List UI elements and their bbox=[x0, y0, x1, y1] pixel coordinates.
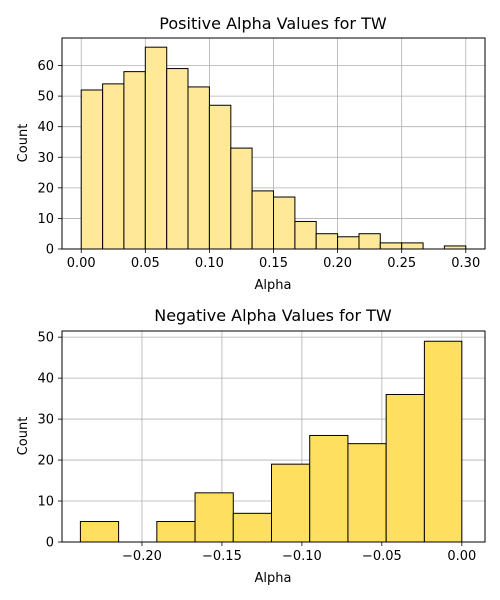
positive-alpha-histogram: Positive Alpha Values for TW 0.00 0.05 0.1… bbox=[16, 14, 486, 293]
y-ticks: 0 10 20 30 40 50 60 bbox=[37, 59, 62, 258]
y-tick-label: 0 bbox=[46, 536, 54, 551]
y-tick-label: 10 bbox=[37, 212, 54, 227]
histogram-bar bbox=[79, 521, 120, 543]
histogram-bar bbox=[251, 190, 275, 250]
x-tick-label: 0.00 bbox=[447, 549, 476, 564]
histogram-bar bbox=[102, 83, 125, 250]
x-tick-label: 0.15 bbox=[259, 256, 288, 271]
x-axis-label: Alpha bbox=[255, 571, 292, 586]
x-tick-label: −0.15 bbox=[202, 549, 242, 564]
y-tick-label: 60 bbox=[37, 59, 54, 74]
x-tick-label: 0.10 bbox=[195, 256, 224, 271]
histogram-bar bbox=[166, 68, 189, 250]
histogram-bar bbox=[309, 434, 349, 543]
x-tick-label: 0.05 bbox=[131, 256, 160, 271]
y-tick-label: 10 bbox=[37, 495, 54, 510]
histogram-bar bbox=[144, 46, 168, 250]
x-tick-label: 0.20 bbox=[323, 256, 352, 271]
histogram-bar bbox=[232, 512, 273, 543]
y-tick-label: 50 bbox=[37, 331, 54, 346]
histogram-bar bbox=[156, 521, 196, 543]
y-axis-label: Count bbox=[16, 417, 31, 456]
histogram-bar bbox=[187, 86, 210, 250]
y-tick-label: 20 bbox=[37, 181, 54, 196]
plot-frame bbox=[61, 330, 486, 543]
x-tick-label: −0.05 bbox=[362, 549, 402, 564]
histogram-bar bbox=[271, 463, 311, 543]
y-tick-label: 40 bbox=[37, 372, 54, 387]
x-ticks: 0.00 0.05 0.10 0.15 0.20 0.25 0.30 bbox=[67, 249, 480, 271]
histogram-bar bbox=[273, 196, 296, 250]
histogram-bar bbox=[208, 104, 232, 250]
histogram-bar bbox=[358, 233, 381, 250]
y-tick-label: 50 bbox=[37, 90, 54, 105]
x-tick-label: 0.00 bbox=[67, 256, 96, 271]
histogram-bar bbox=[401, 242, 424, 250]
x-axis-label: Alpha bbox=[255, 278, 292, 293]
x-tick-label: 0.30 bbox=[451, 256, 480, 271]
histogram-bar bbox=[379, 242, 403, 250]
histogram-bar bbox=[423, 340, 463, 543]
y-tick-label: 30 bbox=[37, 151, 54, 166]
y-tick-label: 0 bbox=[46, 243, 54, 258]
chart-title: Negative Alpha Values for TW bbox=[154, 306, 392, 325]
y-ticks: 0 10 20 30 40 50 bbox=[37, 331, 62, 551]
histogram-bar bbox=[347, 443, 387, 543]
histogram-bar bbox=[337, 236, 360, 250]
negative-alpha-histogram: Negative Alpha Values for TW −0.20 −0.15−… bbox=[16, 306, 486, 586]
histogram-bar bbox=[194, 492, 234, 543]
x-ticks: −0.20 −0.15 −0.10 −0.05 0.00 bbox=[122, 542, 476, 564]
histogram-bar bbox=[294, 220, 317, 250]
y-tick-label: 40 bbox=[37, 120, 54, 135]
x-tick-label: −0.10 bbox=[282, 549, 322, 564]
x-tick-label: 0.25 bbox=[387, 256, 416, 271]
chart-title: Positive Alpha Values for TW bbox=[159, 14, 387, 33]
bars bbox=[80, 46, 467, 250]
y-axis-label: Count bbox=[16, 124, 31, 163]
x-tick-label: −0.20 bbox=[122, 549, 162, 564]
y-tick-label: 30 bbox=[37, 413, 54, 428]
histogram-bar bbox=[230, 147, 253, 250]
histogram-bar bbox=[123, 71, 146, 250]
histogram-bar bbox=[80, 89, 104, 250]
y-tick-label: 20 bbox=[37, 454, 54, 469]
histogram-bar bbox=[315, 233, 339, 250]
histogram-bar bbox=[385, 394, 425, 543]
